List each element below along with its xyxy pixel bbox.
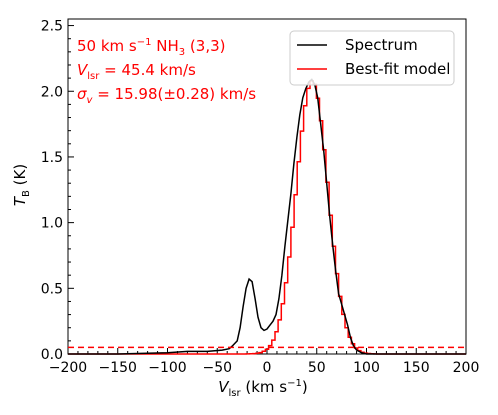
- y-tick-label: 2.0: [41, 84, 63, 100]
- annotation-line2: Vlsr = 45.4 km/s: [77, 61, 196, 82]
- y-tick-label: 0.5: [41, 281, 63, 297]
- x-tick-label: −50: [202, 360, 232, 376]
- model-step-line: [68, 80, 466, 355]
- annotation-line3: σv = 15.98(±0.28) km/s: [77, 85, 256, 106]
- y-tick-label: 1.5: [41, 150, 63, 166]
- legend-box: [289, 30, 455, 86]
- y-tick-label: 1.0: [41, 216, 63, 232]
- legend-model-label: Best-fit model: [345, 60, 450, 78]
- annotation-line1: 50 km s−1 NH3 (3,3): [77, 37, 225, 58]
- y-tick-label: 2.5: [41, 19, 63, 35]
- series-layer: [68, 78, 466, 355]
- tick-group: −200 −150 −100 −50 0 50 100 150 200 0.0 0.5 1.0 1.5 2…: [41, 19, 480, 376]
- y-tick-label: 0.0: [41, 347, 63, 363]
- x-tick-label: −200: [49, 360, 87, 376]
- x-tick-label: 200: [453, 360, 480, 376]
- x-tick-label: −150: [99, 360, 137, 376]
- spectrum-line: [68, 78, 466, 355]
- x-tick-label: 0: [263, 360, 272, 376]
- x-axis-label: Vlsr (km s−1): [218, 378, 308, 399]
- x-tick-label: 50: [308, 360, 326, 376]
- x-tick-label: −100: [148, 360, 186, 376]
- x-tick-label: 150: [403, 360, 430, 376]
- legend: Spectrum Best-fit model: [289, 30, 455, 86]
- x-tick-label: 100: [353, 360, 380, 376]
- y-axis-label: TB (K): [11, 164, 32, 206]
- legend-spectrum-label: Spectrum: [345, 36, 418, 54]
